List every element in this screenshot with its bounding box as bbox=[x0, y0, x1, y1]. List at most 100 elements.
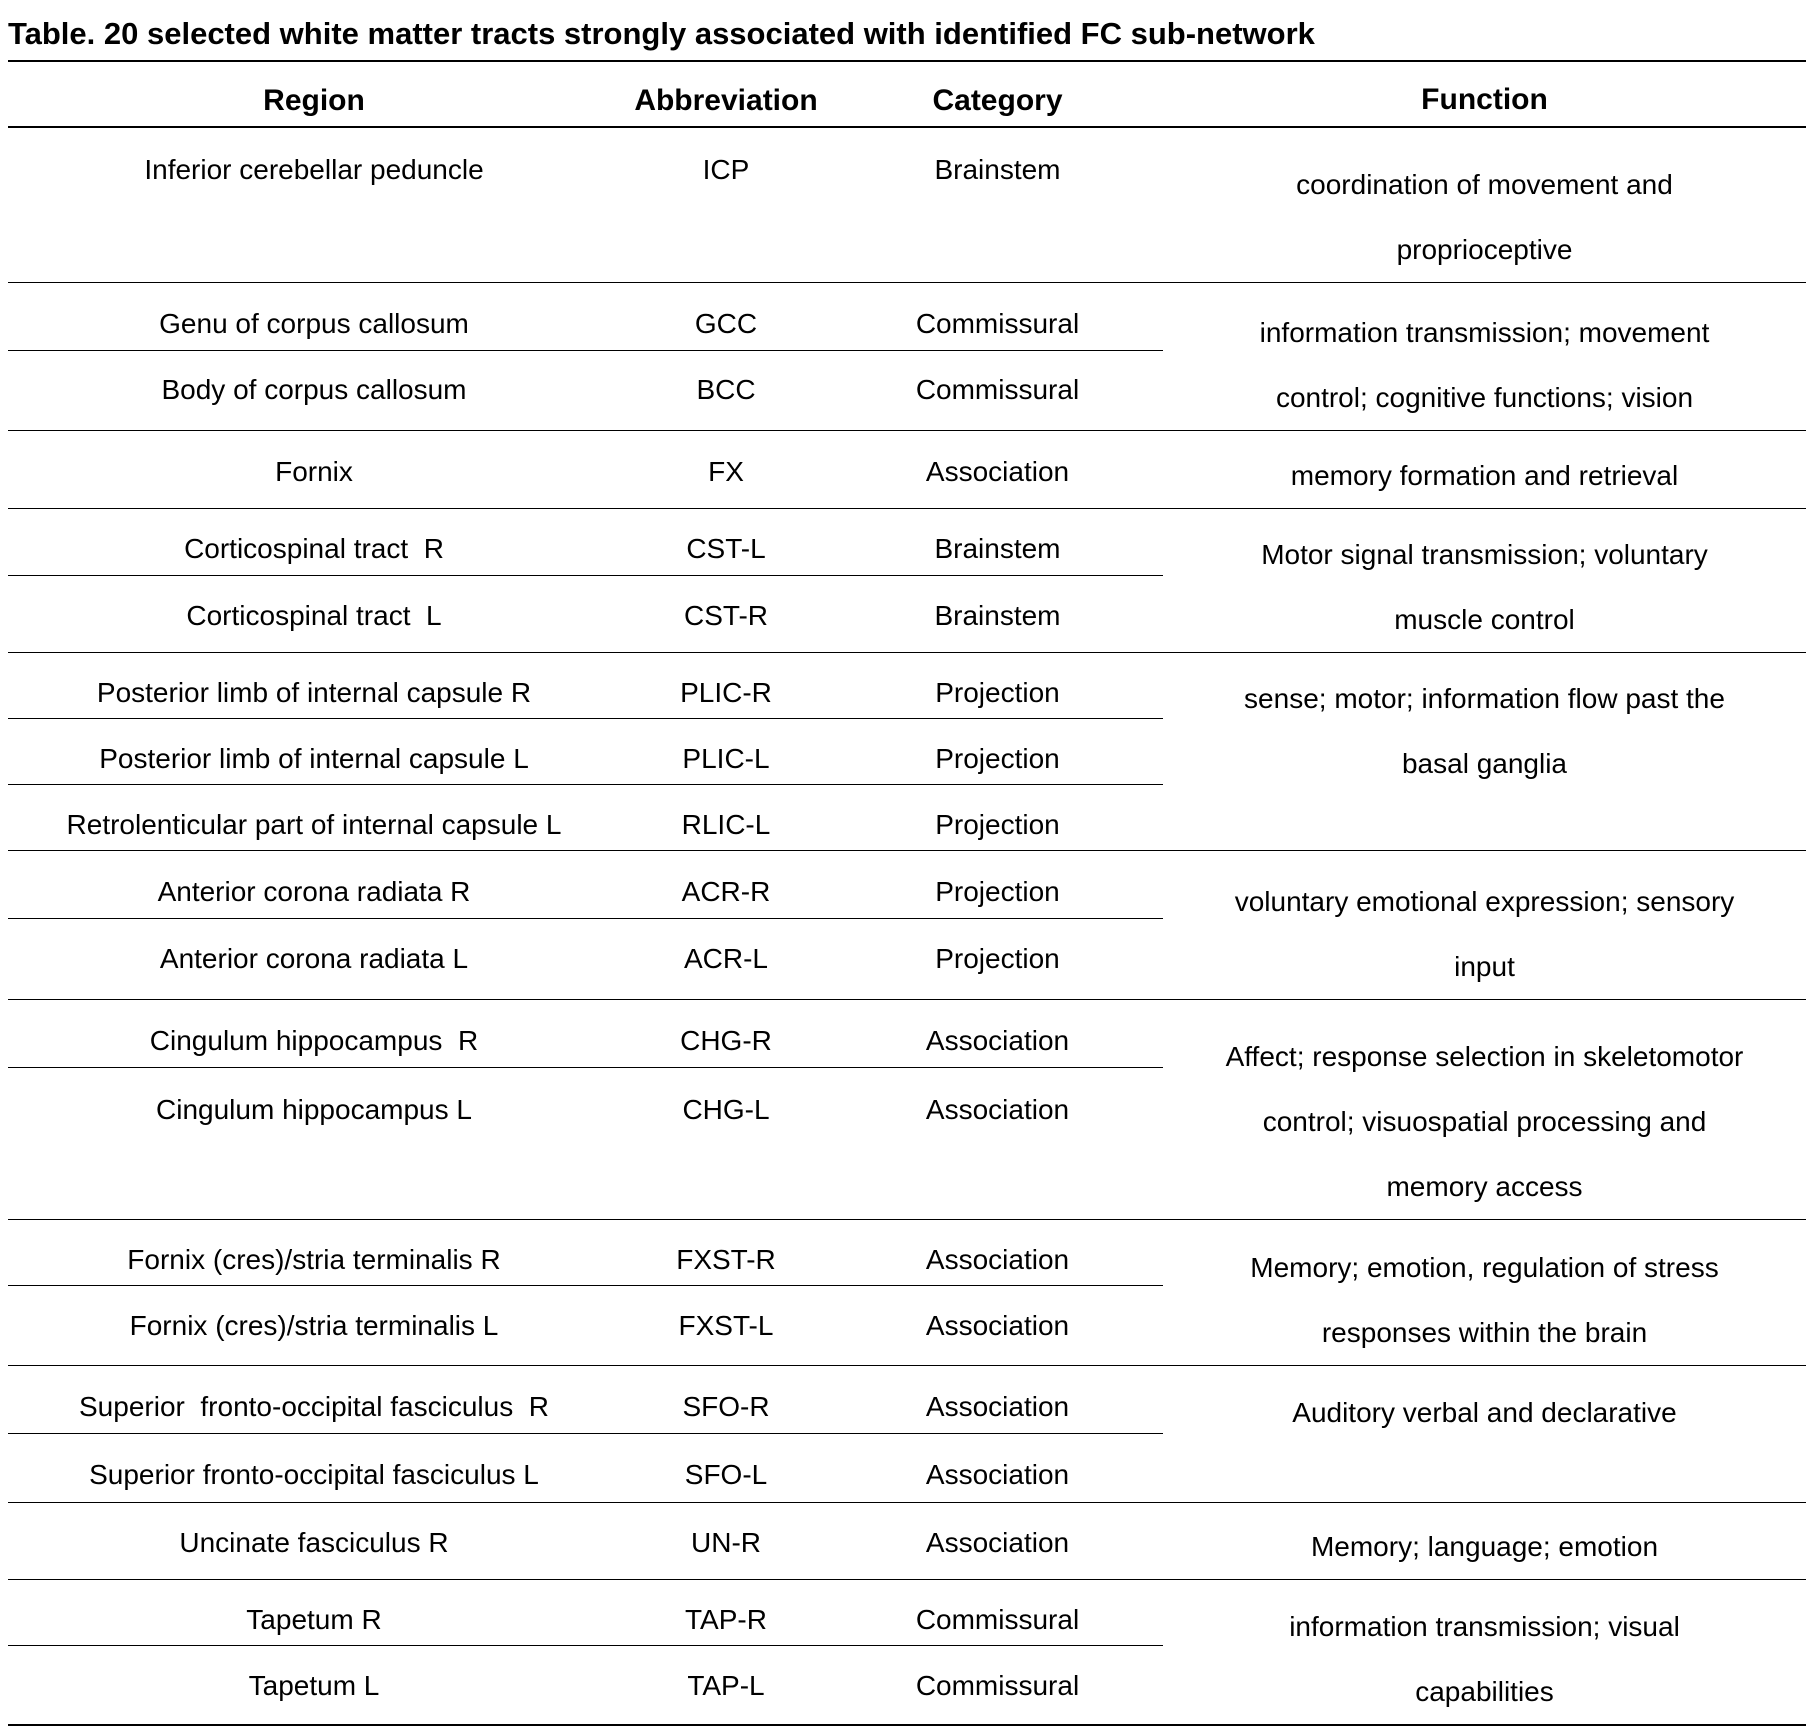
group-rows: Inferior cerebellar peduncle ICP Brainst… bbox=[8, 128, 1163, 282]
table-title: Table. 20 selected white matter tracts s… bbox=[8, 0, 1806, 62]
function-line: basal ganglia bbox=[1401, 748, 1568, 779]
table-row: Cingulum hippocampus L CHG-L Association bbox=[8, 1067, 1163, 1209]
category-cell: Association bbox=[925, 455, 1070, 487]
tract-group-corticospinal: Corticospinal tract R CST-L Brainstem Co… bbox=[8, 508, 1806, 652]
abbreviation-cell: CST-L bbox=[686, 533, 766, 564]
function-cell: Memory; emotion, regulation of stress re… bbox=[1163, 1220, 1806, 1365]
column-header-category: Category bbox=[932, 84, 1063, 117]
category-cell: Brainstem bbox=[934, 154, 1061, 185]
group-rows: Cingulum hippocampus R CHG-R Association… bbox=[8, 1000, 1163, 1219]
function-line: memory formation and retrieval bbox=[1290, 460, 1679, 491]
tract-group-fornix: Fornix FX Association memory formation a… bbox=[8, 430, 1806, 508]
function-line: Memory; emotion, regulation of stress bbox=[1250, 1252, 1719, 1283]
region-cell: Fornix (cres)/stria terminalis R bbox=[127, 1243, 501, 1275]
table-row: Fornix FX Association bbox=[8, 431, 1163, 498]
function-line: proprioceptive bbox=[1396, 234, 1573, 265]
table-row: Superior fronto-occipital fasciculus L S… bbox=[8, 1433, 1163, 1502]
category-cell: Association bbox=[925, 1024, 1070, 1056]
category-cell: Association bbox=[925, 1459, 1070, 1490]
region-cell: Corticospinal tract L bbox=[186, 600, 442, 631]
group-rows: Tapetum R TAP-R Commissural Tapetum L TA… bbox=[8, 1580, 1163, 1724]
column-header-region: Region bbox=[263, 84, 365, 117]
region-cell: Posterior limb of internal capsule L bbox=[99, 742, 529, 774]
region-cell: Corticospinal tract R bbox=[184, 533, 444, 564]
abbreviation-cell: BCC bbox=[696, 374, 756, 405]
abbreviation-cell: RLIC-L bbox=[681, 808, 771, 840]
function-cell: sense; motor; information flow past the … bbox=[1163, 653, 1806, 850]
function-cell: information transmission; movement contr… bbox=[1163, 283, 1806, 430]
abbreviation-cell: ACR-L bbox=[683, 943, 768, 974]
function-line: voluntary emotional expression; sensory bbox=[1234, 886, 1735, 917]
abbreviation-cell: UN-R bbox=[691, 1527, 761, 1558]
group-rows: Corticospinal tract R CST-L Brainstem Co… bbox=[8, 509, 1163, 652]
region-cell: Cingulum hippocampus L bbox=[156, 1094, 472, 1125]
table-row: Posterior limb of internal capsule R PLI… bbox=[8, 653, 1163, 718]
function-line: input bbox=[1454, 951, 1515, 982]
function-cell: coordination of movement and propriocept… bbox=[1163, 128, 1806, 282]
region-cell: Tapetum R bbox=[246, 1603, 382, 1635]
group-rows: Posterior limb of internal capsule R PLI… bbox=[8, 653, 1163, 850]
category-cell: Projection bbox=[935, 676, 1060, 708]
function-line: information transmission; visual bbox=[1289, 1611, 1680, 1642]
category-cell: Association bbox=[925, 1309, 1070, 1341]
category-cell: Commissural bbox=[915, 374, 1080, 405]
group-rows: Fornix FX Association bbox=[8, 431, 1163, 508]
function-line: responses within the brain bbox=[1321, 1317, 1648, 1348]
table-row: Cingulum hippocampus R CHG-R Association bbox=[8, 1000, 1163, 1067]
function-line: Memory; language; emotion bbox=[1310, 1531, 1659, 1562]
abbreviation-cell: PLIC-L bbox=[682, 742, 770, 774]
abbreviation-cell: CHG-L bbox=[682, 1094, 770, 1125]
category-cell: Association bbox=[925, 1094, 1070, 1125]
region-cell: Posterior limb of internal capsule R bbox=[96, 676, 532, 708]
group-rows: Genu of corpus callosum GCC Commissural … bbox=[8, 283, 1163, 430]
table-row: Corticospinal tract R CST-L Brainstem bbox=[8, 509, 1163, 575]
abbreviation-cell: FX bbox=[708, 455, 744, 487]
function-line: muscle control bbox=[1394, 604, 1575, 635]
abbreviation-cell: ACR-R bbox=[681, 875, 771, 907]
region-cell: Anterior corona radiata R bbox=[157, 875, 471, 907]
function-cell: Auditory verbal and declarative bbox=[1163, 1366, 1806, 1502]
region-cell: Fornix (cres)/stria terminalis L bbox=[129, 1309, 499, 1341]
category-cell: Association bbox=[925, 1243, 1070, 1275]
category-cell: Commissural bbox=[915, 307, 1080, 339]
group-rows: Fornix (cres)/stria terminalis R FXST-R … bbox=[8, 1220, 1163, 1365]
region-cell: Tapetum L bbox=[248, 1669, 380, 1701]
function-cell: information transmission; visual capabil… bbox=[1163, 1580, 1806, 1724]
header-left: Region Abbreviation Category bbox=[8, 62, 1163, 126]
function-cell: Affect; response selection in skeletomot… bbox=[1163, 1000, 1806, 1219]
region-cell: Cingulum hippocampus R bbox=[149, 1024, 479, 1056]
tract-group-stria-terminalis: Fornix (cres)/stria terminalis R FXST-R … bbox=[8, 1219, 1806, 1365]
abbreviation-cell: ICP bbox=[702, 154, 750, 185]
table-row: Genu of corpus callosum GCC Commissural bbox=[8, 283, 1163, 350]
region-cell: Body of corpus callosum bbox=[161, 374, 467, 405]
abbreviation-cell: TAP-R bbox=[685, 1603, 767, 1635]
abbreviation-cell: PLIC-R bbox=[680, 676, 772, 708]
region-cell: Retrolenticular part of internal capsule… bbox=[66, 808, 562, 840]
category-cell: Brainstem bbox=[934, 600, 1061, 631]
function-line: information transmission; movement bbox=[1259, 317, 1710, 348]
function-cell: voluntary emotional expression; sensory … bbox=[1163, 851, 1806, 999]
table-row: Tapetum L TAP-L Commissural bbox=[8, 1645, 1163, 1711]
function-line: Auditory verbal and declarative bbox=[1292, 1397, 1677, 1428]
abbreviation-cell: CST-R bbox=[684, 600, 768, 631]
function-cell: memory formation and retrieval bbox=[1163, 431, 1806, 508]
function-line: sense; motor; information flow past the bbox=[1244, 683, 1725, 714]
region-cell: Fornix bbox=[275, 455, 353, 487]
table-row: Tapetum R TAP-R Commissural bbox=[8, 1580, 1163, 1645]
tract-group-icp: Inferior cerebellar peduncle ICP Brainst… bbox=[8, 128, 1806, 282]
function-line: Affect; response selection in skeletomot… bbox=[1225, 1041, 1744, 1072]
category-cell: Projection bbox=[935, 742, 1060, 774]
column-header-function: Function bbox=[1421, 83, 1548, 116]
region-cell: Genu of corpus callosum bbox=[159, 307, 469, 339]
table-row: Retrolenticular part of internal capsule… bbox=[8, 784, 1163, 850]
function-cell: Memory; language; emotion bbox=[1163, 1503, 1806, 1579]
abbreviation-cell: SFO-L bbox=[684, 1459, 768, 1490]
function-line: coordination of movement and bbox=[1296, 169, 1673, 200]
tract-group-internal-capsule: Posterior limb of internal capsule R PLI… bbox=[8, 652, 1806, 850]
white-matter-tracts-table: Table. 20 selected white matter tracts s… bbox=[8, 0, 1806, 1726]
table-row: Anterior corona radiata R ACR-R Projecti… bbox=[8, 851, 1163, 918]
table-row: Body of corpus callosum BCC Commissural bbox=[8, 350, 1163, 415]
tract-group-uncinate: Uncinate fasciculus R UN-R Association M… bbox=[8, 1502, 1806, 1579]
category-cell: Projection bbox=[935, 943, 1060, 974]
function-line: control; cognitive functions; vision bbox=[1275, 382, 1694, 413]
